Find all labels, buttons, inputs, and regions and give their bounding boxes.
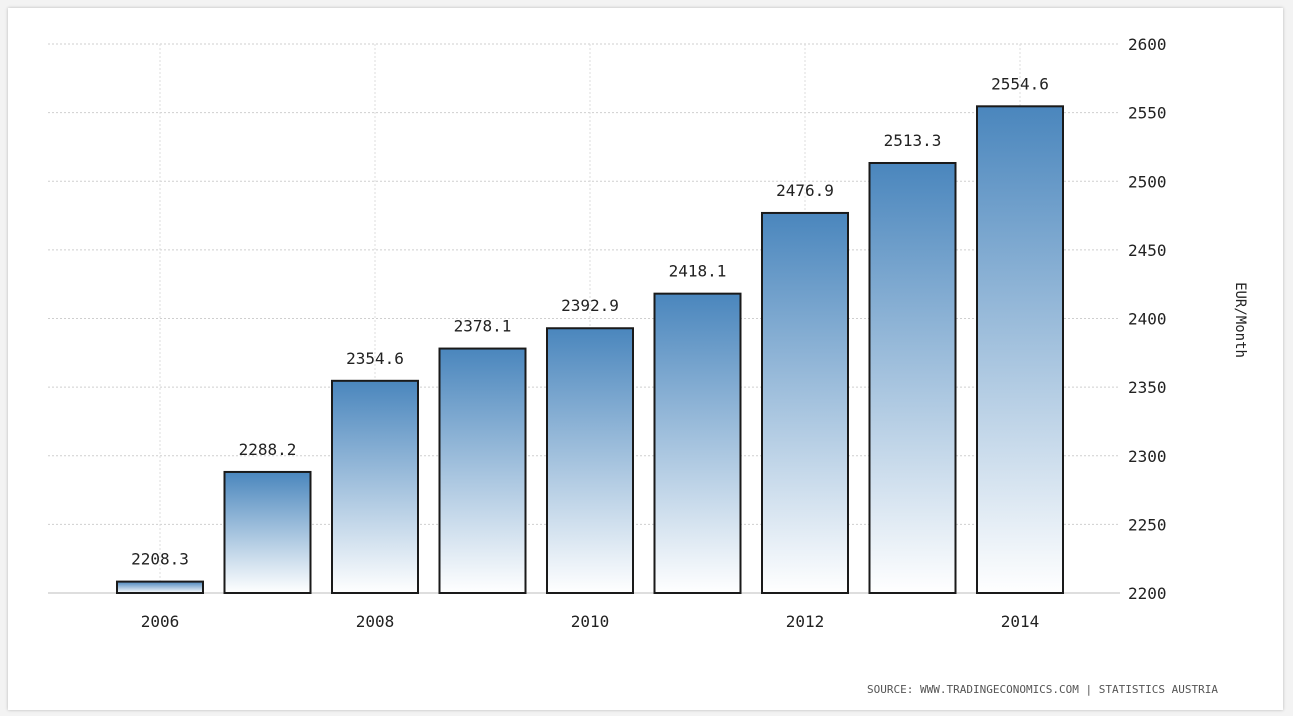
data-label-2014: 2554.6 xyxy=(991,74,1049,93)
x-tick-label: 2014 xyxy=(1001,612,1040,631)
x-tick-label: 2008 xyxy=(356,612,395,631)
data-label-2007: 2288.2 xyxy=(239,440,297,459)
x-axis-ticks: 2006 2008 2010 2012 2014 xyxy=(141,612,1040,631)
data-label-2010: 2392.9 xyxy=(561,296,619,315)
bar-2014 xyxy=(976,105,1064,595)
data-label-2011: 2418.1 xyxy=(669,262,727,281)
data-label-2008: 2354.6 xyxy=(346,349,404,368)
data-label-2009: 2378.1 xyxy=(454,317,512,336)
data-labels: 2208.3 2288.2 2354.6 2378.1 2392.9 2418.1 2476… xyxy=(131,74,1049,568)
x-tick-label: 2006 xyxy=(141,612,180,631)
bar-2007 xyxy=(223,470,312,594)
bar-2013 xyxy=(868,161,957,594)
y-tick-label: 2500 xyxy=(1128,172,1167,191)
bar-2010 xyxy=(546,327,634,594)
y-axis-ticks: 2200 2250 2300 2350 2400 2450 2500 2550 2600 xyxy=(1128,35,1167,603)
bar-2008 xyxy=(331,379,419,594)
y-tick-label: 2350 xyxy=(1128,378,1167,397)
x-tick-label: 2010 xyxy=(571,612,610,631)
x-tick-label: 2012 xyxy=(786,612,825,631)
bars xyxy=(116,105,1064,595)
bar-2006 xyxy=(116,580,204,595)
bar-2012 xyxy=(761,211,849,594)
y-tick-label: 2450 xyxy=(1128,241,1167,260)
data-label-2013: 2513.3 xyxy=(884,131,942,150)
data-label-2006: 2208.3 xyxy=(131,550,189,569)
data-label-2012: 2476.9 xyxy=(776,181,834,200)
bar-2009 xyxy=(438,347,527,594)
y-tick-label: 2600 xyxy=(1128,35,1167,54)
y-tick-label: 2250 xyxy=(1128,515,1167,534)
y-tick-label: 2400 xyxy=(1128,310,1167,329)
source-note: SOURCE: WWW.TRADINGECONOMICS.COM | STATI… xyxy=(867,683,1218,696)
y-tick-label: 2300 xyxy=(1128,447,1167,466)
y-tick-label: 2550 xyxy=(1128,104,1167,123)
y-axis-title: EUR/Month xyxy=(1232,282,1248,358)
y-tick-label: 2200 xyxy=(1128,584,1167,603)
bar-2011 xyxy=(653,292,742,594)
